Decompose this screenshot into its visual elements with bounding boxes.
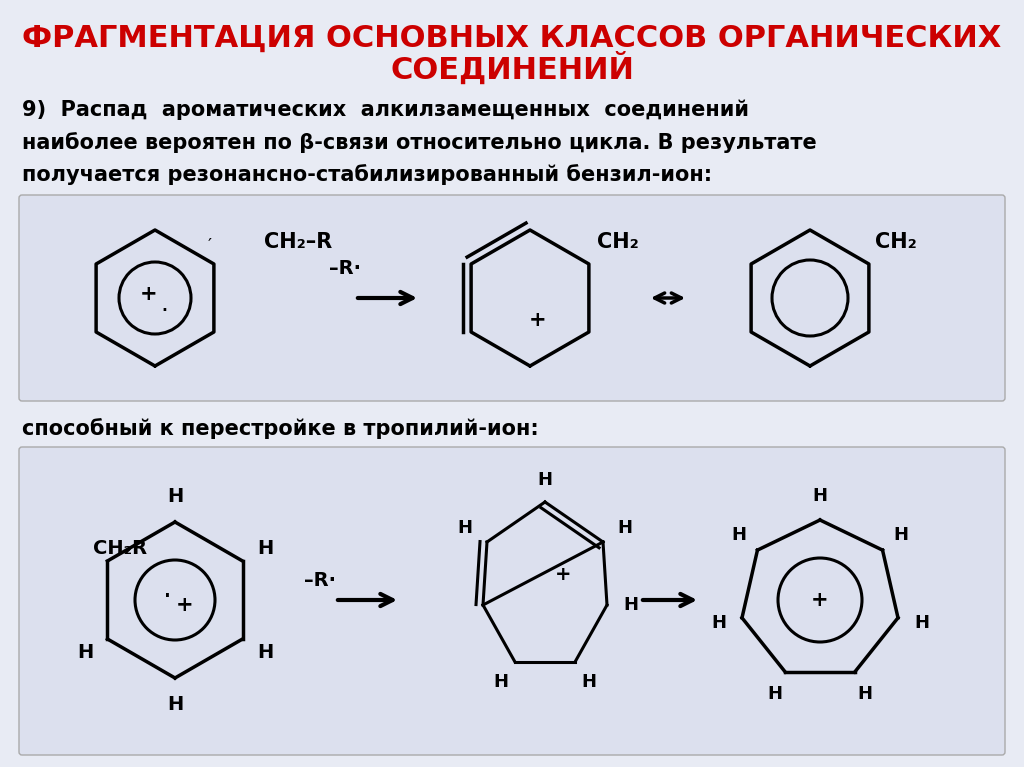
Text: H: H [494, 673, 509, 691]
Text: +: + [140, 284, 158, 304]
Text: H: H [167, 694, 183, 713]
FancyBboxPatch shape [19, 447, 1005, 755]
Text: +: + [811, 590, 828, 610]
Text: +: + [176, 595, 194, 615]
Text: H: H [894, 526, 909, 544]
Text: H: H [617, 519, 633, 537]
Text: H: H [858, 685, 872, 703]
Text: H: H [624, 596, 639, 614]
Text: наиболее вероятен по β-связи относительно цикла. В результате: наиболее вероятен по β-связи относительн… [22, 132, 817, 153]
Text: H: H [711, 614, 726, 632]
Text: H: H [538, 471, 553, 489]
Text: CH₂: CH₂ [874, 232, 916, 252]
FancyBboxPatch shape [19, 195, 1005, 401]
Text: .: . [160, 292, 168, 316]
Text: H: H [913, 614, 929, 632]
Text: +: + [529, 310, 547, 330]
Text: H: H [257, 538, 273, 558]
Text: 9)  Распад  ароматических  алкилзамещенных  соединений: 9) Распад ароматических алкилзамещенных … [22, 100, 749, 120]
Text: H: H [458, 519, 472, 537]
Text: H: H [812, 487, 827, 505]
Text: CH₂–R: CH₂–R [264, 232, 332, 252]
Text: H: H [767, 685, 782, 703]
Text: способный к перестройке в тропилий-ион:: способный к перестройке в тропилий-ион: [22, 418, 539, 439]
Text: +: + [555, 565, 571, 584]
Text: ′: ′ [208, 237, 212, 255]
Text: H: H [582, 673, 597, 691]
Text: H: H [167, 486, 183, 505]
Text: –R·: –R· [329, 258, 361, 278]
Text: CH₂R: CH₂R [93, 538, 147, 558]
Text: CH₂: CH₂ [597, 232, 639, 252]
Text: ФРАГМЕНТАЦИЯ ОСНОВНЫХ КЛАССОВ ОРГАНИЧЕСКИХ: ФРАГМЕНТАЦИЯ ОСНОВНЫХ КЛАССОВ ОРГАНИЧЕСК… [23, 24, 1001, 52]
Text: ·: · [163, 583, 171, 611]
Text: –R·: –R· [304, 571, 336, 590]
Text: получается резонансно-стабилизированный бензил-ион:: получается резонансно-стабилизированный … [22, 164, 712, 185]
Text: H: H [257, 643, 273, 661]
Text: H: H [77, 643, 93, 661]
Text: H: H [731, 526, 746, 544]
Text: СОЕДИНЕНИЙ: СОЕДИНЕНИЙ [390, 51, 634, 84]
